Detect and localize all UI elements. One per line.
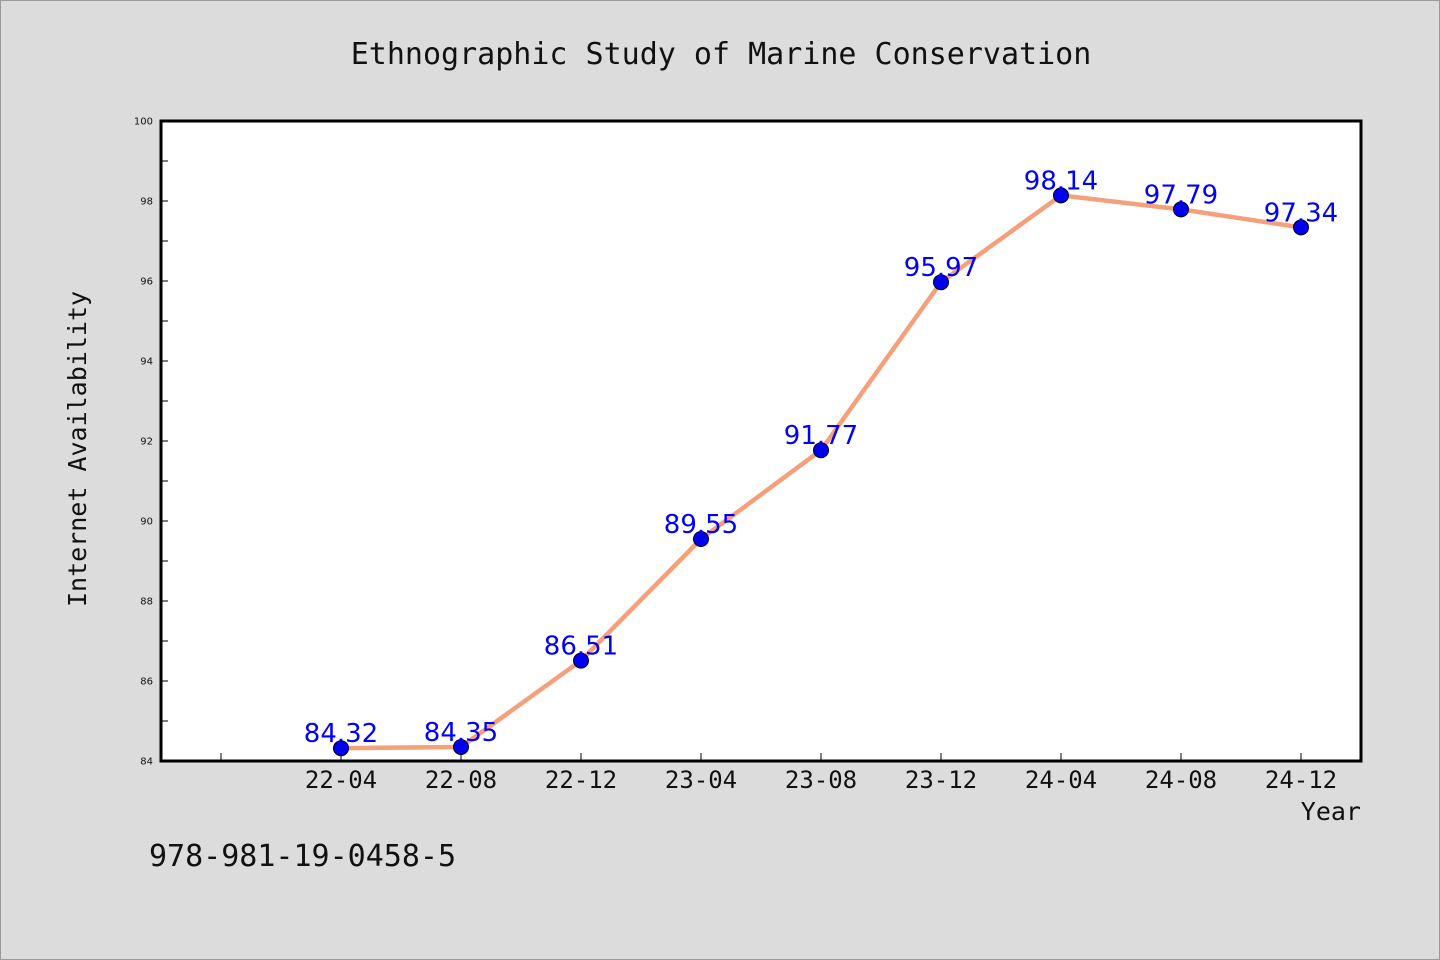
data-label: 95.97 [904,253,978,283]
data-point [693,531,709,547]
x-axis: 22-04 22-08 22-12 23-04 23-08 23-12 24-04 24-08… [220,753,1337,794]
y-tick-label: 94 [140,357,153,368]
y-tick-label: 88 [140,597,153,608]
y-tick-label: 96 [140,277,153,288]
data-label: 86.51 [544,632,618,662]
x-tick-label: 24-12 [1265,766,1337,794]
data-label: 89.55 [664,510,738,540]
plot-frame [159,119,1363,763]
data-point [333,740,349,757]
x-axis-label: Year [1301,797,1361,826]
x-tick-label: 24-08 [1145,766,1217,794]
x-tick-label: 22-04 [305,766,377,794]
x-tick-label: 22-08 [425,766,497,794]
data-point [1293,219,1309,236]
chart-title: Ethnographic Study of Marine Conservatio… [351,37,1092,72]
x-tick-label: 23-12 [905,766,977,794]
x-tick-label: 24-04 [1025,766,1097,794]
series-group [333,187,1309,757]
data-point [453,739,469,755]
data-label: 91.77 [784,421,858,451]
data-point [933,274,949,291]
data-labels-group: 84.32 84.35 86.51 89.55 91.77 95.97 98.14 97.79… [304,166,1338,749]
x-tick-label: 23-04 [665,766,737,794]
data-label: 84.32 [304,719,378,749]
data-point [1053,187,1069,204]
plot-area [159,119,1363,763]
data-label: 98.14 [1024,166,1098,196]
data-point [813,442,829,459]
x-tick-label: 23-08 [785,766,857,794]
data-point [573,652,589,669]
isbn-text: 978-981-19-0458-5 [149,839,456,874]
y-tick-label: 90 [140,517,153,528]
x-tick-label: 22-12 [545,766,617,794]
data-label: 84.35 [424,718,498,748]
y-tick-label: 84 [140,757,153,768]
data-label: 97.79 [1144,180,1218,210]
y-axis-label: Internet Availability [63,291,92,607]
data-label: 97.34 [1264,198,1338,228]
y-axis: 84 86 88 90 92 94 96 98 100 [134,117,168,768]
y-tick-label: 98 [140,197,153,208]
y-tick-label: 100 [134,117,153,128]
data-point [1173,201,1189,218]
y-tick-label: 86 [140,677,153,688]
y-tick-label: 92 [140,437,153,448]
